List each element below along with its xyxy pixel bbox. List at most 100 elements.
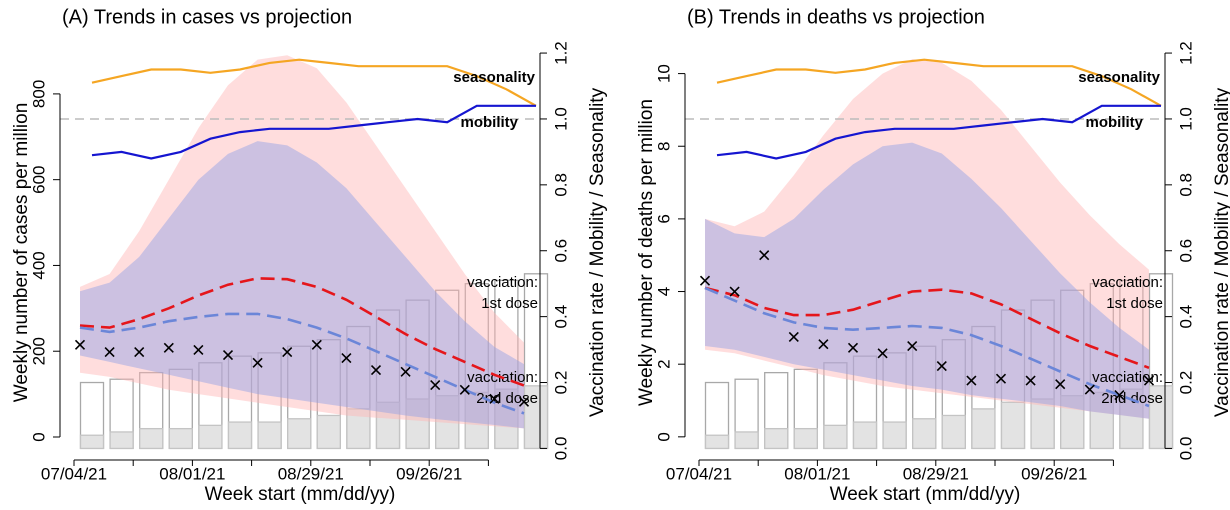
y2-tick-label: 0.2 [551,371,570,395]
series-label: mobility [1085,114,1143,131]
bar [168,427,193,450]
observed-point [459,384,470,395]
observed-point [818,339,829,350]
y2-tick-label: 1.0 [1176,107,1195,131]
observed-point [1143,375,1155,386]
bar [971,408,996,450]
bar [764,427,789,450]
y2-axis-title: Vaccination rate / Mobility / Seasonalit… [1212,87,1230,417]
x-tick-label: 08/29/21 [278,464,344,483]
observed-point [966,375,977,386]
x-tick-label: 09/26/21 [396,464,462,483]
y2-tick-label: 1.2 [551,41,570,65]
observed-point [400,366,411,377]
observed-point [489,393,500,404]
line [716,104,1161,160]
bar [1089,391,1114,450]
bar [1148,385,1174,450]
y2-tick-label: 0.6 [551,239,570,263]
series-label: seasonality [453,69,535,86]
panel: (A) Trends in cases vs projection Week st… [11,6,608,505]
observed-point [907,340,918,352]
bar [346,408,371,450]
bar [523,385,549,450]
projection-band [705,142,1149,419]
y-tick-label: 800 [29,80,48,108]
series-label: 1st dose [481,295,538,312]
bar [494,388,519,450]
observed-point [518,396,530,407]
observed-point [370,365,382,376]
y2-tick-label: 0.4 [1176,305,1195,329]
observed-point [847,342,859,353]
observed-point [995,373,1007,384]
bar [227,421,253,450]
projection-line [79,312,525,415]
y-tick-label: 0 [654,432,673,441]
panel: (B) Trends in deaths vs projection Week s… [636,6,1230,505]
series-label: mobility [460,114,518,131]
series-label: 1st dose [1106,295,1163,312]
x-axis-title: Week start (mm/dd/yy) [830,484,1021,505]
observed-point [1084,384,1095,395]
bar [198,424,223,450]
observed-point [1114,389,1125,401]
observed-point [341,353,352,364]
y-tick-label: 10 [654,64,673,83]
y2-tick-label: 0.2 [1176,371,1195,395]
observed-point [74,339,86,350]
bar [139,427,164,450]
bar [823,424,848,450]
bar [793,427,818,450]
observed-point [222,350,234,361]
y-tick-label: 400 [29,251,48,279]
bar [316,414,341,450]
projection-line [79,276,525,387]
bar [882,421,907,450]
bar [287,418,312,450]
bar [1060,395,1085,450]
x-tick-label: 08/01/21 [159,464,225,483]
bar [1000,401,1026,450]
y-tick-label: 2 [654,359,673,368]
bar [79,434,105,450]
observed-point [699,275,711,286]
y2-tick-label: 1.2 [1176,41,1195,65]
panel-title: (B) Trends in deaths vs projection [687,6,985,28]
bar [852,421,878,450]
projection-band [80,141,524,429]
observed-point [163,342,174,353]
observed-point [430,380,441,391]
bar [109,431,134,450]
bar [375,401,401,450]
x-axis-title: Week start (mm/dd/yy) [205,484,396,505]
x-tick-label: 07/04/21 [666,464,732,483]
projection-line [704,286,1150,370]
y2-tick-label: 0.0 [551,437,570,461]
x-tick-label: 09/26/21 [1021,464,1087,483]
observed-point [282,347,293,358]
projection-band [80,55,524,429]
y-tick-label: 0 [29,432,48,441]
observed-point [1025,375,1036,386]
y2-tick-label: 1.0 [551,107,570,131]
panel-title: (A) Trends in cases vs projection [62,6,352,28]
line [91,58,537,107]
observed-point [104,347,115,358]
y-axis-title: Weekly number of cases per million [11,103,32,403]
y-tick-label: 600 [29,165,48,193]
line [716,58,1162,107]
observed-point [759,250,770,261]
observed-point [877,348,888,359]
series-label: seasonality [1078,69,1160,86]
projection-line [704,286,1150,408]
bar [435,395,460,450]
observed-point [936,360,947,372]
line [91,104,536,160]
bar [704,434,730,450]
y-tick-label: 8 [654,142,673,151]
bar [912,418,937,450]
y2-tick-label: 0.8 [551,173,570,197]
observed-point [252,357,263,368]
